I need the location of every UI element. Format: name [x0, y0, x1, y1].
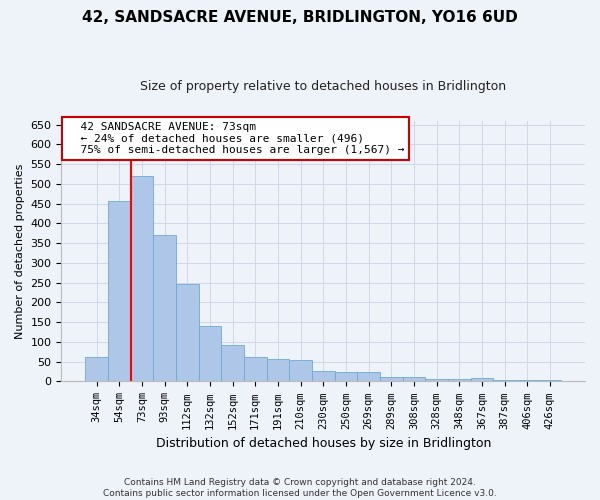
Bar — [539, 380, 561, 382]
Bar — [85, 357, 108, 382]
Bar — [199, 326, 221, 382]
Bar — [493, 380, 516, 382]
Bar — [380, 377, 403, 382]
Y-axis label: Number of detached properties: Number of detached properties — [15, 164, 25, 338]
Bar — [108, 201, 131, 382]
Bar — [403, 377, 425, 382]
Bar — [470, 378, 493, 382]
Bar — [335, 372, 357, 382]
Bar — [516, 380, 539, 382]
Bar — [357, 372, 380, 382]
Text: Contains HM Land Registry data © Crown copyright and database right 2024.
Contai: Contains HM Land Registry data © Crown c… — [103, 478, 497, 498]
Bar — [153, 235, 176, 382]
Text: 42 SANDSACRE AVENUE: 73sqm
  ← 24% of detached houses are smaller (496)
  75% of: 42 SANDSACRE AVENUE: 73sqm ← 24% of deta… — [67, 122, 404, 155]
Bar — [131, 176, 153, 382]
Bar — [266, 359, 289, 382]
Bar — [244, 357, 266, 382]
Title: Size of property relative to detached houses in Bridlington: Size of property relative to detached ho… — [140, 80, 506, 93]
Bar — [425, 379, 448, 382]
Bar — [448, 380, 470, 382]
Bar — [312, 371, 335, 382]
Bar — [221, 345, 244, 382]
Bar — [289, 360, 312, 382]
Bar — [176, 284, 199, 382]
X-axis label: Distribution of detached houses by size in Bridlington: Distribution of detached houses by size … — [155, 437, 491, 450]
Text: 42, SANDSACRE AVENUE, BRIDLINGTON, YO16 6UD: 42, SANDSACRE AVENUE, BRIDLINGTON, YO16 … — [82, 10, 518, 25]
